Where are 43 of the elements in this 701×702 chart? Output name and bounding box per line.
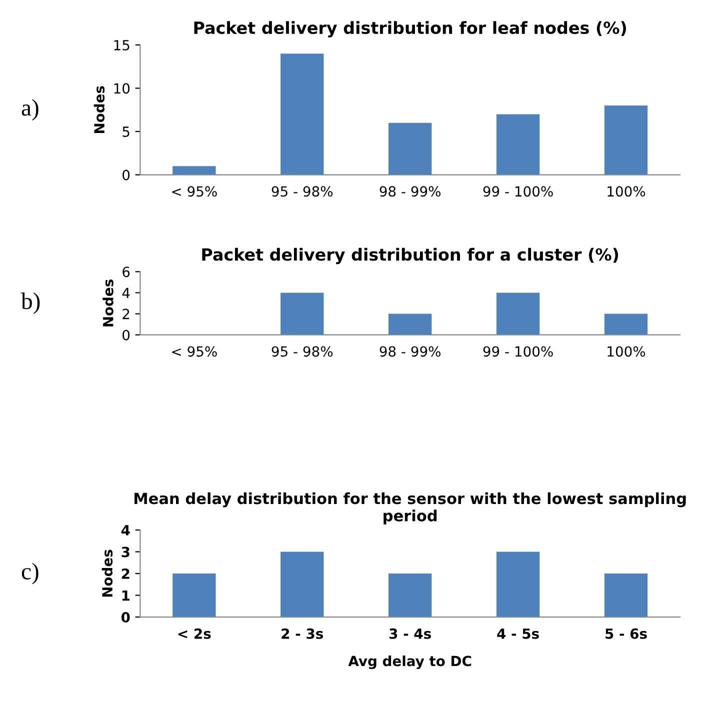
y-tick-label: 1 <box>122 590 130 601</box>
x-tick-label: 2 - 3s <box>282 628 323 639</box>
x-tick-label: < 2s <box>178 628 211 639</box>
x-tick-label: 98 - 99% <box>380 186 441 197</box>
bar <box>604 106 648 175</box>
x-tick-label: < 95% <box>172 186 217 197</box>
y-tick-label: 0 <box>122 330 130 340</box>
x-tick-label: 95 - 98% <box>272 346 333 357</box>
chart-title: Packet delivery distribution for a cluster (%) <box>202 248 618 264</box>
y-tick-label: 2 <box>122 568 130 579</box>
x-tick-label: 100% <box>608 346 646 357</box>
y-tick-label: 5 <box>122 126 130 137</box>
chart-title: Mean delay distribution for the sensor with the lowest sampling period <box>134 492 686 524</box>
y-axis-title: Nodes <box>94 86 105 133</box>
text: b) <box>21 292 40 314</box>
x-tick-label: 99 - 100% <box>483 186 553 197</box>
text: c) <box>22 562 38 584</box>
y-tick-label: 0 <box>121 612 130 623</box>
y-tick-label: 15 <box>114 40 130 50</box>
y-tick-label: 4 <box>121 525 130 536</box>
bar <box>280 54 324 175</box>
x-tick-label: 5 - 6s <box>606 628 647 639</box>
x-tick-label: 3 - 4s <box>390 628 431 639</box>
y-tick-label: 6 <box>122 266 130 278</box>
y-tick-label: 3 <box>122 546 130 558</box>
x-tick-label: 4 - 5s <box>497 628 539 639</box>
x-tick-label: 100% <box>608 186 646 197</box>
y-tick-label: 10 <box>114 83 130 94</box>
bar <box>496 114 540 175</box>
y-tick-label: 2 <box>122 308 130 320</box>
x-tick-label: 95 - 98% <box>272 186 333 197</box>
y-tick-label: 0 <box>122 170 130 180</box>
x-axis-title: Avg delay to DC <box>348 656 472 670</box>
bar <box>172 166 216 175</box>
x-tick-label: 98 - 99% <box>380 346 441 357</box>
chart-title: Packet delivery distribution for leaf nodes (%) <box>194 21 626 38</box>
x-tick-label: 99 - 100% <box>483 346 553 357</box>
y-tick-label: 4 <box>122 288 130 298</box>
y-axis-title: Nodes <box>102 550 113 597</box>
y-axis-title: Nodes <box>102 280 114 326</box>
x-tick-label: < 95% <box>172 346 217 357</box>
text: a) <box>22 99 38 121</box>
bar <box>388 122 432 175</box>
